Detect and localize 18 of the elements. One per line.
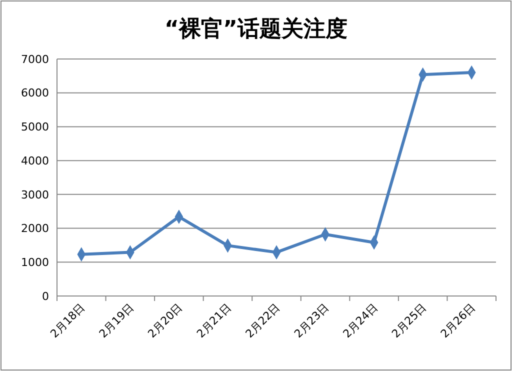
x-tick-label: 2月23日 [292,300,332,341]
x-tick-label: 2月18日 [48,300,88,341]
y-tick-label: 5000 [21,120,49,134]
y-tick-label: 1000 [21,256,49,269]
y-tick-label: 2000 [21,222,49,236]
x-tick-label: 2月19日 [96,300,136,341]
x-tick-label: 2月21日 [194,300,234,341]
x-tick-label: 2月25日 [389,300,429,341]
y-tick-label: 4000 [21,154,49,168]
y-tick-label: 0 [42,290,49,303]
y-tick-label: 6000 [21,86,49,100]
x-tick-label: 2月26日 [438,300,478,341]
x-tick-label: 2月24日 [340,300,380,341]
chart-title: “裸官”话题关注度 [164,16,348,42]
y-tick-label: 3000 [21,188,49,202]
x-tick-label: 2月20日 [145,300,186,341]
x-tick-label: 2月22日 [243,300,283,341]
y-tick-label: 7000 [21,52,49,66]
